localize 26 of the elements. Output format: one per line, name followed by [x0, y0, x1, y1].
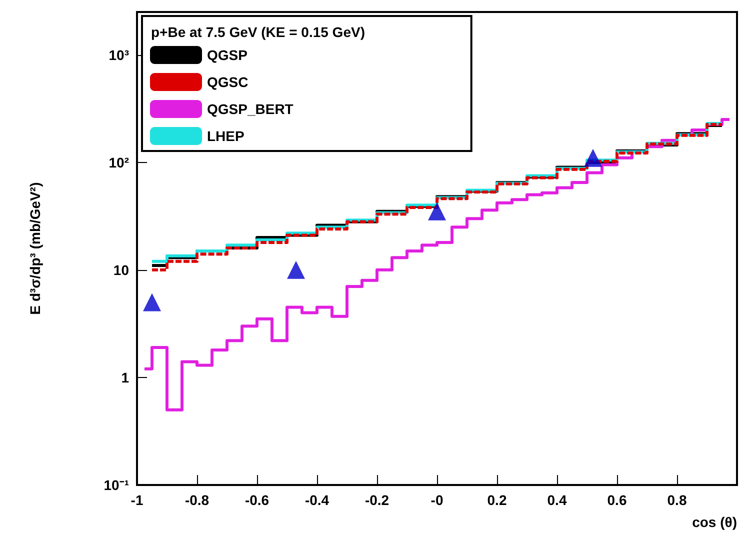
y-axis-title: E d³σ/dp³ (mb/GeV²) — [27, 182, 43, 315]
x-tick-label: 0.2 — [487, 492, 507, 508]
x-tick-label: -0.6 — [244, 492, 270, 508]
legend-label: QGSC — [207, 74, 248, 90]
y-tick-label: 10³ — [108, 46, 130, 63]
point — [584, 148, 602, 167]
x-tick-label: -0 — [430, 492, 444, 508]
y-tick-label: 10 — [113, 262, 130, 278]
point — [143, 293, 161, 312]
point — [287, 260, 305, 279]
x-tick-label: -0.4 — [304, 492, 330, 508]
legend-label: QGSP_BERT — [207, 101, 294, 117]
y-tick-label: 10² — [108, 154, 130, 170]
y-tick-label: 10⁻¹ — [104, 477, 130, 493]
x-tick-label: -1 — [130, 492, 144, 508]
x-axis-title: cos (θ) — [692, 514, 737, 530]
x-tick-label: -0.2 — [364, 492, 390, 508]
legend-label: QGSP — [207, 47, 248, 63]
x-tick-label: 0.4 — [547, 492, 567, 508]
x-tick-label: 0.6 — [607, 492, 627, 508]
legend-title: p+Be at 7.5 GeV (KE = 0.15 GeV) — [151, 24, 365, 40]
y-tick-label: 1 — [121, 369, 130, 386]
x-tick-label: -0.8 — [184, 492, 210, 508]
point — [428, 202, 446, 220]
x-tick-label: 0.8 — [667, 492, 687, 508]
legend-label: LHEP — [207, 128, 244, 144]
